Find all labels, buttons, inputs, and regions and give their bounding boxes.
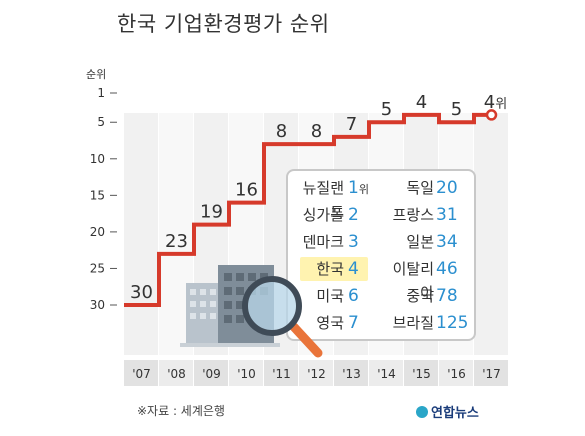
y-axis-title: 순위 (86, 68, 107, 81)
ranking-row: 덴마크 3 일본 34 (288, 230, 474, 254)
ranking-row: 영국 7 브라질 125 (288, 311, 474, 335)
x-label-bg (299, 360, 333, 386)
rank-value-label: 5 (451, 99, 462, 120)
year-band (474, 113, 508, 355)
y-tick-label: 10 (90, 152, 105, 166)
rank-value-label: 19 (200, 202, 223, 223)
x-tick-label: '09 (202, 367, 221, 381)
country-name: 싱가폴 (302, 206, 344, 224)
year-band (124, 113, 158, 355)
country-name: 중국 (406, 287, 434, 305)
country-rank: 78 (436, 286, 458, 306)
country-rank: 34 (436, 232, 458, 252)
country-rank: 20 (436, 178, 458, 198)
x-label-bg (159, 360, 193, 386)
y-tick-label: 1 (97, 86, 105, 100)
country-name: 미국 (316, 287, 344, 305)
country-name: 프랑스 (392, 206, 434, 224)
y-tick-label: 15 (90, 188, 105, 202)
x-label-bg (439, 360, 473, 386)
rank-value-label: 23 (165, 231, 188, 252)
rank-value-label: 8 (276, 121, 287, 142)
source-note: ※자료 : 세계은행 (137, 404, 225, 418)
x-label-bg (334, 360, 368, 386)
x-tick-label: '15 (412, 367, 431, 381)
rank-value-label: 30 (130, 282, 153, 303)
country-rank: 1위 (348, 178, 369, 198)
ranking-row: 싱가폴 2 프랑스 31 (288, 203, 474, 227)
highlight-korea (300, 257, 368, 281)
logo-mark-icon (416, 406, 428, 418)
y-tick-label: 20 (90, 225, 105, 239)
country-name: 뉴질랜드 (302, 179, 344, 221)
rank-value-label: 8 (311, 121, 322, 142)
country-rank: 4 (348, 259, 359, 279)
y-tick-label: 25 (90, 261, 105, 275)
country-name: 이탈리아 (392, 260, 434, 302)
rank-value-label: 16 (235, 180, 258, 201)
x-tick-label: '14 (377, 367, 396, 381)
logo-text: 연합뉴스 (431, 406, 479, 421)
x-tick-label: '17 (482, 367, 501, 381)
x-tick-label: '10 (237, 367, 256, 381)
country-name: 영국 (316, 314, 344, 332)
y-tick-label: 30 (90, 298, 105, 312)
country-rank: 3 (348, 232, 359, 252)
y-tick-label: 5 (97, 115, 105, 129)
country-name: 독일 (406, 179, 434, 197)
rank-points (485, 109, 498, 121)
country-rank: 2 (348, 205, 359, 225)
country-ranking-panel: 뉴질랜드 1위 독일 20 싱가폴 2 프랑스 31 덴마크 3 일본 34 한국 4 이탈리아 46 미국 6 중… (286, 169, 476, 341)
country-rank: 46 (436, 259, 458, 279)
country-rank: 7 (348, 313, 359, 333)
x-axis-labels: '07 '08 '09 '10 '11 '12 '13 '14 '15 '16 '17 (132, 367, 501, 381)
x-label-bg (124, 360, 158, 386)
ranking-row: 한국 4 이탈리아 46 (288, 257, 474, 302)
ranking-row: 미국 6 중국 78 (288, 284, 474, 308)
x-label-bg (369, 360, 403, 386)
rank-value-label: 7 (346, 114, 357, 135)
ranking-row: 뉴질랜드 1위 독일 20 (288, 176, 474, 221)
x-tick-label: '13 (342, 367, 361, 381)
publisher-logo: 연합뉴스 (416, 402, 479, 421)
x-label-bg (229, 360, 263, 386)
x-tick-label: '07 (132, 367, 151, 381)
rank-point-2017 (485, 109, 498, 121)
country-rank: 125 (436, 313, 469, 333)
country-name: 브라질 (392, 314, 434, 332)
rank-value-label: 4 (416, 92, 427, 113)
x-tick-label: '11 (272, 367, 291, 381)
rank-step-line (124, 112, 492, 307)
x-label-bg (474, 360, 508, 386)
country-name: 한국 (316, 260, 344, 278)
x-label-bg (404, 360, 438, 386)
rank-value-label: 4위 (484, 92, 507, 113)
country-rank: 6 (348, 286, 359, 306)
x-tick-label: '16 (447, 367, 466, 381)
x-label-bg (264, 360, 298, 386)
country-name: 덴마크 (302, 233, 344, 251)
x-label-bg (194, 360, 228, 386)
rank-value-label: 5 (381, 99, 392, 120)
x-tick-label: '12 (307, 367, 326, 381)
x-tick-label: '08 (167, 367, 186, 381)
chart-title: 한국 기업환경평가 순위 (117, 12, 330, 36)
country-name: 일본 (406, 233, 434, 251)
rank-unit-suffix: 위 (358, 183, 369, 196)
country-rank: 31 (436, 205, 458, 225)
